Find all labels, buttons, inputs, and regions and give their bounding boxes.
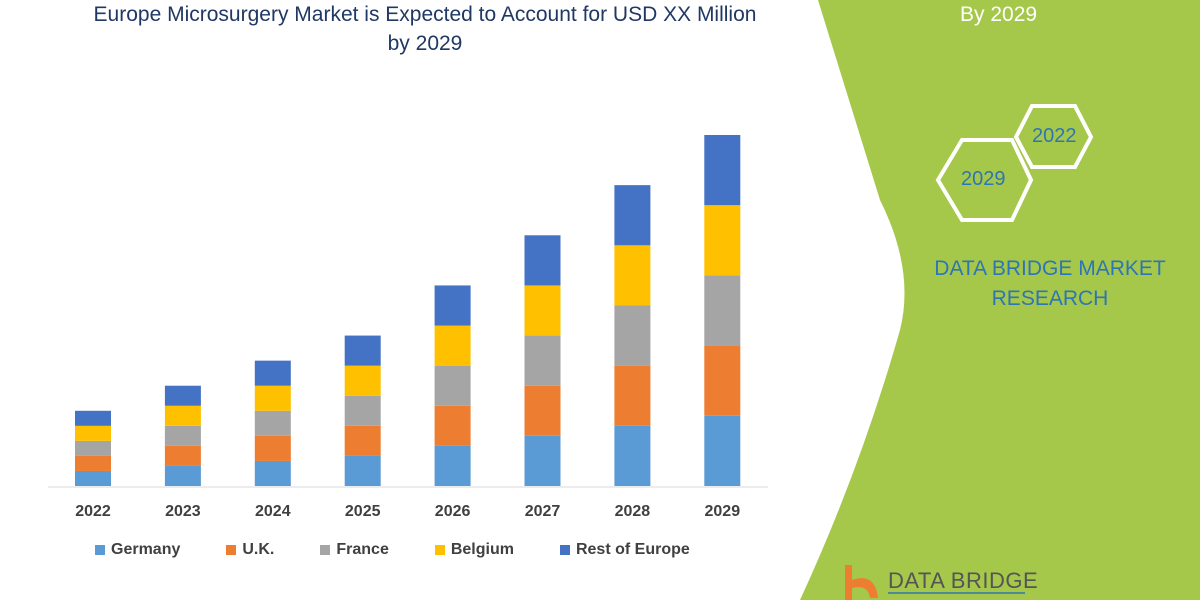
bar-segment-germany-2025 [344,455,381,486]
x-tick-label: 2026 [434,503,471,520]
bar-segment-rest-of-europe-2027 [524,235,561,286]
x-tick-label: 2027 [524,503,561,520]
bar-segment-france-2024 [254,410,291,436]
legend-swatch [559,545,570,555]
bar-segment-rest-of-europe-2024 [254,360,291,386]
bar-segment-belgium-2029 [704,205,741,276]
bar-segment-u-k--2029 [704,345,741,416]
x-tick-label: 2028 [614,503,651,520]
bar-segment-belgium-2024 [254,385,291,411]
hexagon-2029 [935,138,1034,222]
bar-segment-belgium-2023 [164,405,201,426]
by-year-text: By 2029 [960,3,1038,26]
bar-segment-germany-2022 [75,470,111,486]
bar-segment-france-2028 [614,305,651,366]
bar-segment-rest-of-europe-2026 [434,285,471,326]
legend-item: U.K. [226,541,274,559]
green-side-panel [800,0,1200,600]
legend: Germany U.K. France Belgium Rest of Europe [95,541,736,559]
bar-segment-rest-of-europe-2028 [614,185,651,246]
legend-item: Rest of Europe [559,541,690,559]
bar-segment-germany-2026 [434,445,471,486]
hex-label-2022: 2022 [1032,125,1077,147]
legend-item: France [320,541,389,559]
bar-segment-u-k--2025 [344,425,381,456]
legend-label: Germany [111,541,181,558]
bar-segment-belgium-2026 [434,325,471,366]
bar-segment-u-k--2022 [75,455,111,471]
x-tick-label: 2022 [75,503,111,520]
bar-segment-belgium-2022 [75,425,111,441]
bar-segment-rest-of-europe-2023 [164,385,201,406]
bar-segment-belgium-2025 [344,365,381,396]
bar-segment-france-2022 [75,440,111,456]
bar-segment-rest-of-europe-2022 [75,410,111,426]
legend-swatch [320,545,331,555]
x-tick-label: 2029 [704,503,741,520]
legend-swatch [95,545,105,555]
logo-text: DATA BRIDGE [888,568,1039,593]
x-tick-label: 2025 [344,503,381,520]
bar-segment-u-k--2023 [164,445,201,466]
bar-segment-u-k--2026 [434,405,471,446]
hexagon-2022 [1013,104,1094,169]
logo-icon [845,565,1025,600]
legend-label: Belgium [450,541,514,558]
bar-segment-france-2025 [344,395,381,426]
legend-label: Rest of Europe [575,541,690,558]
chart-title: Europe Microsurgery Market is Expected t… [93,3,757,55]
bar-segment-u-k--2024 [254,435,291,461]
hex-label-2029: 2029 [961,168,1006,190]
legend-swatch [226,545,237,555]
legend-item: Belgium [434,541,514,559]
x-tick-label: 2023 [165,503,201,520]
legend-label: U.K. [242,541,275,558]
bar-segment-germany-2023 [164,465,201,486]
bar-segment-france-2023 [164,425,201,446]
bar-segment-u-k--2027 [524,385,561,436]
bar-segment-france-2027 [524,335,561,386]
bar-segment-germany-2024 [254,460,291,486]
brand-line-1: DATA BRIDGE MARKET [934,257,1166,280]
legend-item: Germany [95,541,180,559]
bar-segment-rest-of-europe-2025 [344,335,381,366]
bars-group [75,135,741,486]
legend-swatch [434,545,445,555]
bar-segment-france-2026 [434,365,471,406]
brand-line-2: RESEARCH [991,287,1109,310]
bar-segment-germany-2027 [524,435,561,486]
bar-segment-belgium-2028 [614,245,651,306]
bar-segment-belgium-2027 [524,285,561,336]
x-tick-label: 2024 [255,503,291,520]
legend-label: France [336,541,389,558]
bar-segment-france-2029 [704,275,741,346]
bar-segment-germany-2028 [614,425,651,486]
bar-segment-rest-of-europe-2029 [704,135,741,206]
bar-segment-u-k--2028 [614,365,651,426]
bar-segment-germany-2029 [704,415,741,486]
brand-text: DATA BRIDGE MARKET RESEARCH [925,254,1175,314]
